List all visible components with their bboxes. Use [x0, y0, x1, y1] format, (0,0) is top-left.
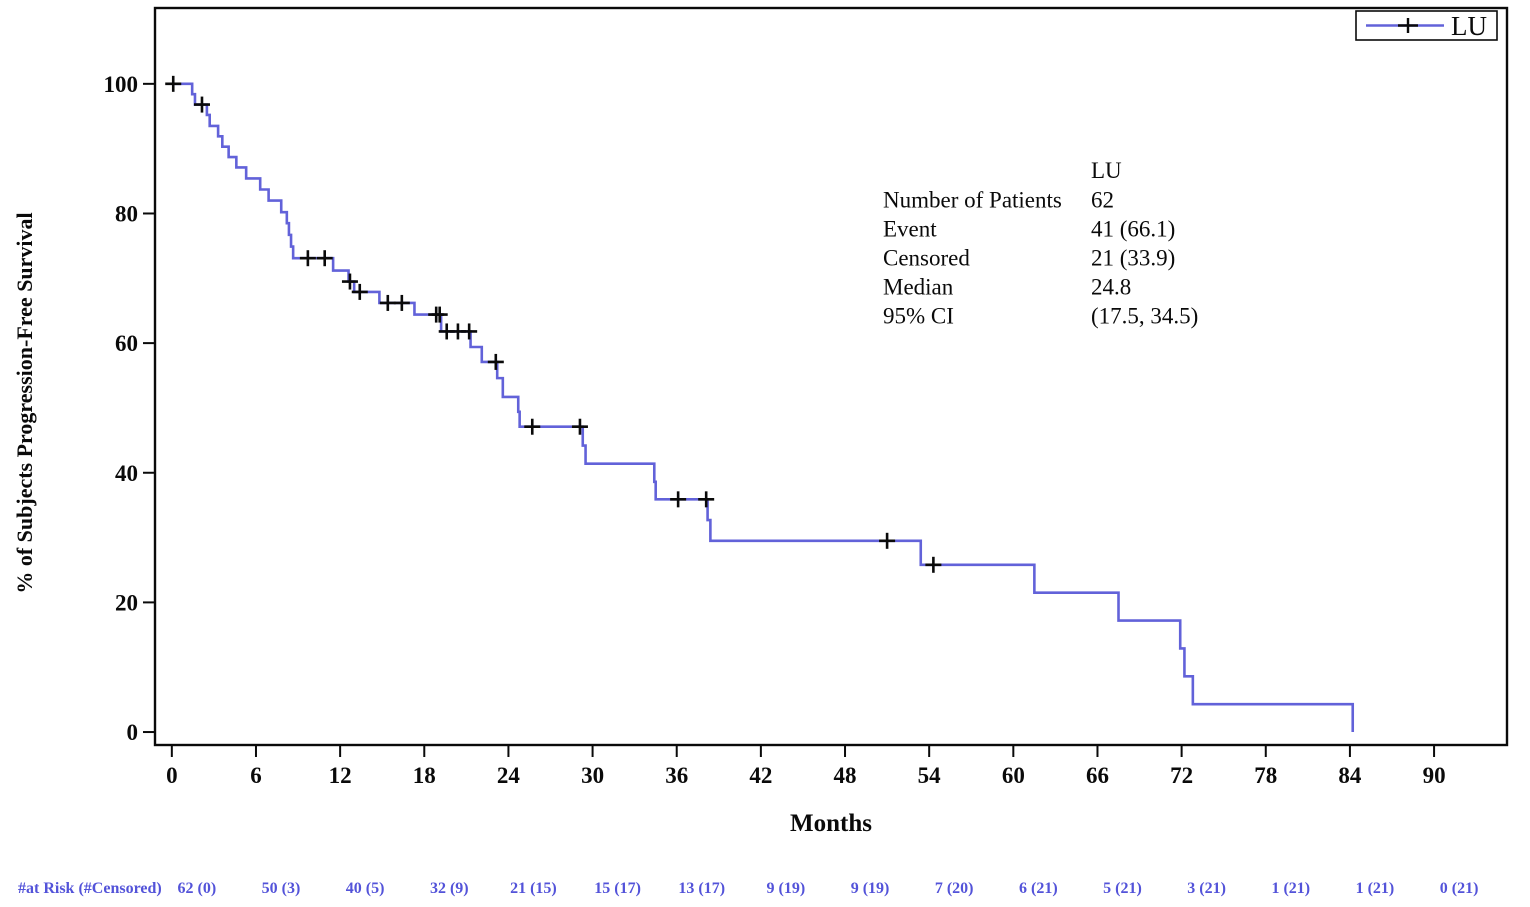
y-tick-label: 20	[115, 590, 138, 615]
at-risk-value: 21 (15)	[510, 880, 557, 897]
stats-row-label: 95% CI	[883, 304, 954, 329]
at-risk-value: 6 (21)	[1019, 880, 1058, 897]
at-risk-value: 3 (21)	[1187, 880, 1226, 897]
x-tick-label: 18	[413, 763, 436, 788]
y-tick-label: 60	[115, 331, 138, 356]
stats-table: LU Number of Patients 62 Event 41 (66.1)…	[883, 158, 1198, 329]
y-tick-label: 100	[104, 72, 139, 97]
y-tick-label: 0	[127, 720, 139, 745]
x-tick-label: 12	[329, 763, 352, 788]
at-risk-value: 7 (20)	[935, 880, 974, 897]
survival-step-curve	[171, 82, 1355, 733]
legend-censor-plus-icon	[1398, 18, 1418, 33]
legend: LU	[1355, 10, 1498, 41]
at-risk-value: 5 (21)	[1103, 880, 1142, 897]
stats-row-value: 62	[1091, 188, 1114, 213]
at-risk-value: 62 (0)	[178, 880, 217, 897]
x-tick-label: 60	[1002, 763, 1025, 788]
at-risk-value: 13 (17)	[678, 880, 725, 897]
stats-row-label: Event	[883, 217, 937, 242]
x-tick-label: 0	[166, 763, 178, 788]
stats-row-label: Median	[883, 275, 954, 300]
x-tick-label: 30	[581, 763, 604, 788]
stats-row-value: 21 (33.9)	[1091, 246, 1175, 271]
x-axis-title: Months	[790, 810, 872, 837]
x-tick-label: 72	[1170, 763, 1193, 788]
at-risk-value: 0 (21)	[1440, 880, 1479, 897]
at-risk-value: 50 (3)	[262, 880, 301, 897]
plot-frame	[153, 6, 1509, 747]
at-risk-value: 1 (21)	[1356, 880, 1395, 897]
stats-row-label: Number of Patients	[883, 188, 1062, 213]
y-tick-label: 40	[115, 461, 138, 486]
x-tick-label: 24	[497, 763, 521, 788]
stats-header: LU	[1091, 158, 1122, 183]
at-risk-value: 40 (5)	[346, 880, 385, 897]
stats-row-value: 41 (66.1)	[1091, 217, 1175, 242]
x-tick-label: 42	[749, 763, 772, 788]
stats-row-label: Censored	[883, 246, 970, 271]
at-risk-value: 1 (21)	[1271, 880, 1310, 897]
x-tick-label: 54	[918, 763, 942, 788]
x-tick-label: 36	[665, 763, 688, 788]
x-tick-label: 6	[250, 763, 262, 788]
legend-series-label: LU	[1451, 11, 1487, 41]
stats-row-value: 24.8	[1091, 275, 1131, 300]
at-risk-value: 15 (17)	[594, 880, 641, 897]
y-axis-title: % of Subjects Progression-Free Survival	[12, 212, 37, 593]
at-risk-value: 9 (19)	[767, 880, 806, 897]
plot-dynamic-layer: 0 6 12 18 24 30 36 42 48 54 60 66 72 78 84 90 0 20 40 60 80 1…	[104, 72, 1479, 897]
at-risk-value: 32 (9)	[430, 880, 469, 897]
at-risk-row-label: #at Risk (#Censored)	[18, 880, 162, 897]
x-tick-label: 66	[1086, 763, 1109, 788]
x-tick-label: 78	[1254, 763, 1277, 788]
x-tick-label: 90	[1423, 763, 1446, 788]
x-tick-label: 48	[834, 763, 857, 788]
x-tick-label: 84	[1338, 763, 1362, 788]
stats-row-value: (17.5, 34.5)	[1091, 304, 1198, 329]
y-tick-label: 80	[115, 201, 138, 226]
at-risk-value: 9 (19)	[851, 880, 890, 897]
